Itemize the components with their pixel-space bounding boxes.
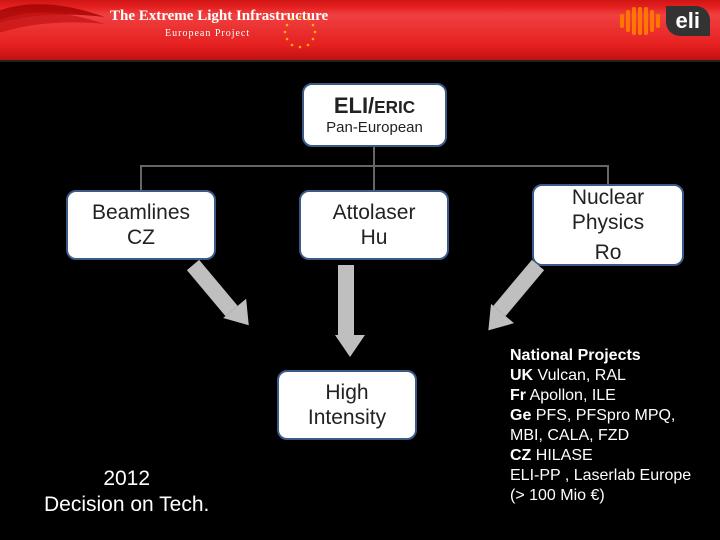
banner-divider xyxy=(0,60,720,70)
arrow-left xyxy=(187,260,238,316)
project-line: ELI-PP , Laserlab Europe xyxy=(510,466,691,486)
national-projects-text: National Projects UK Vulcan, RALFr Apoll… xyxy=(510,346,691,506)
node-nuclear-line2: Physics xyxy=(572,210,644,235)
connector-line xyxy=(607,165,609,184)
project-line: Ge PFS, PFSpro MPQ, xyxy=(510,406,691,426)
node-root-subtitle: Pan-European xyxy=(326,119,423,137)
node-hi-line2: Intensity xyxy=(308,405,386,430)
projects-header: National Projects xyxy=(510,346,691,366)
node-nuclear-line1: Nuclear xyxy=(572,185,644,210)
connector-line xyxy=(373,147,375,165)
connector-line xyxy=(140,165,142,190)
header-banner: The Extreme Light Infrastructure Europea… xyxy=(0,0,720,60)
node-hi-line1: High xyxy=(325,380,368,405)
node-root-title: ELI/ERIC xyxy=(334,93,415,119)
project-line: Fr Apollon, ILE xyxy=(510,386,691,406)
node-attolaser-line2: Hu xyxy=(361,225,388,250)
connector-line xyxy=(373,165,375,190)
swoosh-icon xyxy=(0,2,110,42)
eli-logo: eli xyxy=(666,6,710,36)
node-eli-eric: ELI/ERIC Pan-European xyxy=(302,83,447,147)
node-beamlines: Beamlines CZ xyxy=(66,190,216,260)
node-attolaser: Attolaser Hu xyxy=(299,190,449,260)
decision-text: 2012 Decision on Tech. xyxy=(44,466,209,519)
node-nuclear-line3: Ro xyxy=(595,240,622,265)
arrow-right xyxy=(493,260,544,316)
project-line: CZ HILASE xyxy=(510,446,691,466)
project-line: (> 100 Mio €) xyxy=(510,486,691,506)
banner-subtitle: European Project xyxy=(165,28,250,39)
node-high-intensity: High Intensity xyxy=(277,370,417,440)
node-nuclear-physics: Nuclear Physics Ro xyxy=(532,184,684,266)
arrow-mid xyxy=(338,265,354,335)
logo-right: eli xyxy=(620,6,710,36)
node-beamlines-line1: Beamlines xyxy=(92,200,190,225)
node-beamlines-line2: CZ xyxy=(127,225,155,250)
node-attolaser-line1: Attolaser xyxy=(333,200,416,225)
project-line: MBI, CALA, FZD xyxy=(510,426,691,446)
project-line: UK Vulcan, RAL xyxy=(510,366,691,386)
eu-stars-icon xyxy=(280,12,320,52)
pulse-icon xyxy=(620,7,660,35)
